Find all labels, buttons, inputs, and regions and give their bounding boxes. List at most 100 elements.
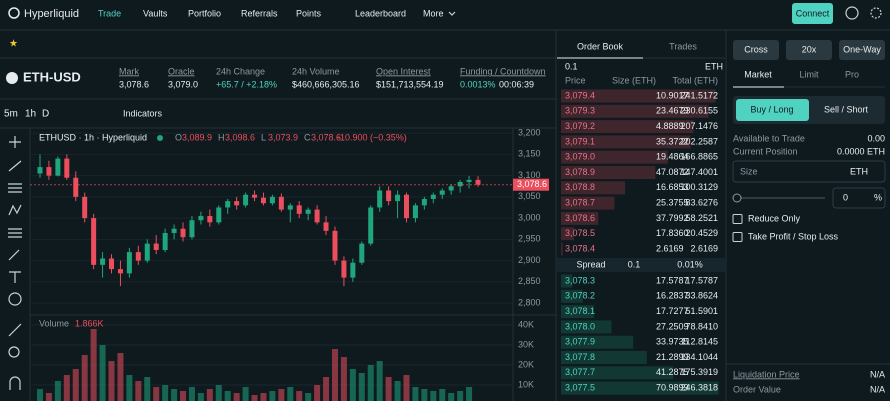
candle-body <box>73 177 79 197</box>
size: 33.9735 <box>656 337 689 347</box>
status-dot <box>157 135 163 141</box>
depth-bar <box>561 181 626 195</box>
nav-item[interactable]: More <box>423 8 444 18</box>
volume-bar <box>287 387 294 401</box>
mode-label[interactable]: 20x <box>802 44 817 54</box>
volume-bar <box>457 391 464 401</box>
mode-button[interactable] <box>839 40 885 60</box>
interval[interactable]: D <box>42 109 49 120</box>
connect-button[interactable] <box>792 3 833 24</box>
size-input[interactable] <box>732 160 886 183</box>
tool-icon[interactable] <box>9 271 21 283</box>
tab[interactable]: Trades <box>669 41 697 51</box>
mode-button[interactable] <box>786 40 832 60</box>
interval[interactable]: 5m <box>4 109 18 120</box>
size: 23.4679 <box>656 106 689 116</box>
size-unit[interactable]: ETH <box>850 166 868 176</box>
y-tick-label: 3,150 <box>518 149 541 159</box>
logo-icon <box>8 7 20 19</box>
depth-bar <box>561 135 691 149</box>
y-tick-label: 3,000 <box>518 212 541 222</box>
depth-bar <box>561 381 719 395</box>
tool-icon[interactable] <box>8 323 22 337</box>
tool-icon[interactable] <box>8 228 22 238</box>
unit[interactable]: ETH <box>705 61 723 71</box>
price: 3,077.7 <box>565 367 595 377</box>
mode-label[interactable]: One-Way <box>843 44 881 54</box>
depth-bar <box>561 305 595 319</box>
interval[interactable]: 1h <box>25 109 36 120</box>
spread: 0.01% <box>677 259 703 269</box>
tab[interactable]: Order Book <box>577 41 624 51</box>
ohlc-value: 3,089.9 <box>182 132 212 142</box>
volume-bar <box>251 395 258 401</box>
volume-bar <box>206 389 213 401</box>
price: 3,078.1 <box>565 306 595 316</box>
total: 83.6276 <box>685 197 718 207</box>
depth-bar <box>561 104 709 118</box>
tool-icon[interactable] <box>9 376 21 390</box>
checkbox[interactable] <box>732 232 743 242</box>
mode-button[interactable] <box>733 40 779 60</box>
settings-icon[interactable] <box>870 7 882 19</box>
tool-icon[interactable] <box>8 292 22 306</box>
nav-item[interactable]: Portfolio <box>188 8 221 18</box>
size: 27.2509 <box>656 321 689 331</box>
tool-icon[interactable] <box>9 136 21 148</box>
checkbox-label[interactable]: Reduce Only <box>748 213 801 223</box>
chart-legend: ETHUSD · 1h · Hyperliquid <box>39 132 147 142</box>
nav-item[interactable]: Trade <box>98 8 121 18</box>
candle-body <box>386 190 392 202</box>
candle-body <box>457 181 463 187</box>
total: 58.2521 <box>685 213 718 223</box>
nav-item[interactable]: Points <box>296 8 322 18</box>
y-tick-label: 2,800 <box>518 297 541 307</box>
indicators[interactable]: Indicators <box>123 108 163 118</box>
nav-item[interactable]: Referrals <box>241 8 278 18</box>
volume-label: Volume <box>39 318 69 328</box>
candle-body <box>153 243 159 250</box>
candle-body <box>403 194 409 219</box>
mode-label[interactable]: Cross <box>744 44 768 54</box>
checkbox-label[interactable]: Take Profit / Stop Loss <box>748 231 839 241</box>
volume-bar <box>45 393 52 401</box>
tool-icon[interactable] <box>8 249 20 261</box>
candle-body <box>323 222 329 231</box>
candle-body <box>64 158 70 178</box>
buy-label[interactable]: Buy / Long <box>750 104 793 114</box>
volume-bar <box>63 375 70 401</box>
spread: Spread <box>576 259 605 269</box>
connect-label[interactable]: Connect <box>796 8 830 18</box>
candle-body <box>269 196 275 204</box>
percent-input[interactable] <box>832 187 886 209</box>
tool-icon[interactable] <box>8 183 22 193</box>
tool-icon[interactable] <box>8 160 22 172</box>
y-tick-label: 2,850 <box>518 276 541 286</box>
percent-unit: % <box>874 192 882 202</box>
order-type[interactable]: Market <box>744 69 772 79</box>
spread: 0.1 <box>628 259 641 269</box>
sell-label[interactable]: Sell / Short <box>824 104 869 114</box>
favorite-star[interactable]: ★ <box>9 39 18 50</box>
depth-bar <box>561 351 647 364</box>
logo[interactable]: Hyperliquid <box>24 8 79 20</box>
size: 70.9899 <box>656 382 689 392</box>
volume-bar <box>72 369 79 401</box>
tick-size[interactable]: 0.1 <box>565 61 578 71</box>
order-type[interactable]: Pro <box>845 69 859 79</box>
nav-item[interactable]: Leaderboard <box>355 8 406 18</box>
price: 3,078.3 <box>565 275 595 285</box>
globe-icon[interactable] <box>845 6 859 20</box>
candle-body <box>55 158 61 176</box>
slider-handle[interactable] <box>732 193 742 203</box>
tool-icon[interactable] <box>8 204 22 216</box>
checkbox[interactable] <box>732 214 743 224</box>
nav-item[interactable]: Vaults <box>143 8 168 18</box>
volume-bar <box>349 369 356 401</box>
order-type[interactable]: Limit <box>799 69 819 79</box>
volume-bar <box>430 391 437 401</box>
buy-button[interactable] <box>736 99 809 121</box>
tool-icon[interactable] <box>8 346 20 358</box>
symbol[interactable]: ETH-USD <box>23 69 81 84</box>
